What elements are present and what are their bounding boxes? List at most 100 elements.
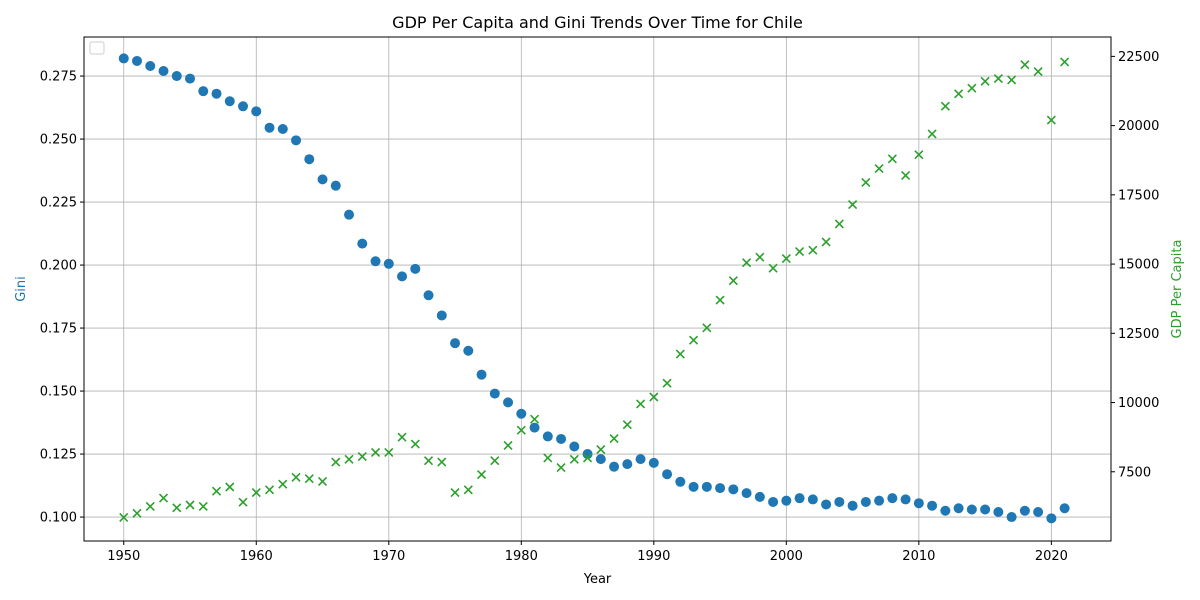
gini-point	[728, 484, 739, 495]
gini-point	[662, 469, 673, 480]
gdp-point	[211, 486, 222, 496]
gdp-point	[781, 253, 791, 264]
gini-point	[264, 122, 275, 133]
gdp-point	[251, 487, 261, 498]
gdp-point	[317, 476, 328, 487]
gdp-point	[423, 456, 434, 466]
gdp-point	[636, 399, 646, 409]
gdp-point	[410, 439, 420, 449]
gdp-point	[1020, 60, 1030, 70]
gdp-point	[490, 456, 500, 466]
gini-point	[874, 495, 885, 506]
y-right-tick-label: 17500	[1118, 188, 1159, 203]
y-axis-right: 7500 10000 12500 15000 17500 20000 22500	[1111, 50, 1159, 480]
gini-point	[158, 66, 169, 77]
gdp-point	[768, 263, 778, 273]
gini-point	[913, 498, 924, 509]
gdp-point	[158, 493, 169, 503]
gini-point	[807, 494, 818, 505]
gdp-point	[954, 89, 964, 99]
gdp-point	[927, 129, 937, 139]
x-tick-label: 1990	[637, 549, 670, 564]
y-axis-left-label: Gini	[14, 276, 29, 302]
gini-point	[887, 493, 898, 504]
gini-point	[370, 256, 381, 267]
gdp-point	[238, 497, 248, 507]
gdp-point	[649, 392, 659, 402]
gini-point	[529, 422, 540, 433]
gdp-point	[331, 457, 341, 467]
y-left-tick-label: 0.100	[40, 511, 77, 526]
gini-point	[993, 507, 1004, 518]
gini-point	[860, 496, 871, 507]
gdp-point	[172, 503, 182, 513]
gini-point	[675, 476, 686, 487]
gdp-point	[609, 433, 619, 444]
gini-point	[171, 71, 182, 82]
gdp-point	[463, 485, 473, 495]
gini-point	[821, 499, 832, 510]
gdp-point	[689, 335, 699, 345]
gdp-point	[596, 445, 606, 455]
gini-point	[953, 503, 964, 514]
gdp-point	[264, 485, 275, 495]
gdp-point	[450, 487, 460, 498]
gdp-point	[185, 500, 195, 510]
gdp-point	[119, 512, 129, 523]
gdp-point	[755, 252, 765, 262]
gini-point	[198, 86, 209, 97]
gdp-point	[225, 482, 235, 492]
y-axis-left: 0.100 0.125 0.150 0.175 0.200 0.225 0.250 0.275	[40, 70, 84, 526]
gini-point	[185, 73, 196, 84]
gini-point	[595, 454, 606, 465]
gdp-point	[834, 219, 844, 229]
x-tick-label: 1950	[107, 549, 140, 564]
y-left-tick-label: 0.200	[40, 259, 77, 274]
gini-point	[1033, 507, 1044, 518]
y-right-tick-label: 20000	[1118, 119, 1159, 134]
gdp-point	[1060, 57, 1070, 67]
gini-point	[304, 154, 315, 165]
gini-point	[715, 483, 726, 494]
plot-frame	[83, 36, 1112, 542]
gini-point	[940, 505, 951, 516]
gini-point	[834, 496, 845, 507]
gdp-point	[291, 472, 301, 482]
x-tick-label: 2010	[902, 549, 935, 564]
gini-point	[622, 459, 633, 470]
gdp-point	[397, 432, 407, 442]
gdp-point	[728, 276, 738, 286]
gini-point	[211, 88, 222, 99]
gdp-point	[529, 414, 540, 424]
gdp-point	[1033, 67, 1043, 77]
gini-point	[1059, 503, 1070, 514]
gdp-point	[914, 150, 924, 160]
gini-point	[224, 96, 235, 107]
gdp-point	[808, 245, 818, 255]
gini-point	[516, 408, 527, 419]
gini-point	[330, 180, 341, 191]
y-right-tick-label: 10000	[1118, 396, 1159, 411]
gdp-point	[145, 501, 155, 511]
gini-point	[635, 454, 646, 465]
gini-point	[357, 238, 368, 249]
gdp-point	[304, 474, 314, 484]
legend-box	[89, 41, 105, 55]
gdp-point	[198, 501, 208, 511]
gini-point	[768, 496, 779, 507]
y-left-tick-label: 0.150	[40, 385, 77, 400]
gdp-point	[675, 349, 685, 359]
gdp-point	[384, 447, 394, 457]
gini-point	[569, 441, 580, 452]
y-left-tick-label: 0.175	[40, 322, 77, 337]
gdp-point	[715, 295, 725, 305]
gdp-point	[543, 453, 553, 463]
x-axis-label: Year	[583, 572, 612, 587]
y-axis-right-label: GDP Per Capita	[1170, 240, 1185, 339]
x-tick-label: 1960	[240, 549, 273, 564]
gini-point	[291, 135, 302, 146]
gini-point	[118, 53, 129, 64]
gini-point	[450, 338, 461, 349]
gini-point	[1019, 505, 1030, 516]
